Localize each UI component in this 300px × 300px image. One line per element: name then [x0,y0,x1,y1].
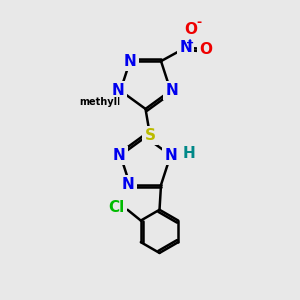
Text: methyl: methyl [82,97,120,107]
Text: N: N [164,148,177,163]
Text: N: N [124,54,136,69]
Text: N: N [179,40,192,55]
Text: O: O [184,22,197,37]
Text: N: N [122,177,135,192]
Text: Cl: Cl [109,200,125,215]
Text: -: - [197,16,202,29]
Text: O: O [200,42,212,57]
Text: methyl: methyl [79,97,117,107]
Text: +: + [186,38,194,48]
Text: N: N [112,148,125,163]
Text: S: S [145,128,155,143]
Text: N: N [166,83,178,98]
Text: N: N [112,83,124,98]
Text: H: H [183,146,196,161]
